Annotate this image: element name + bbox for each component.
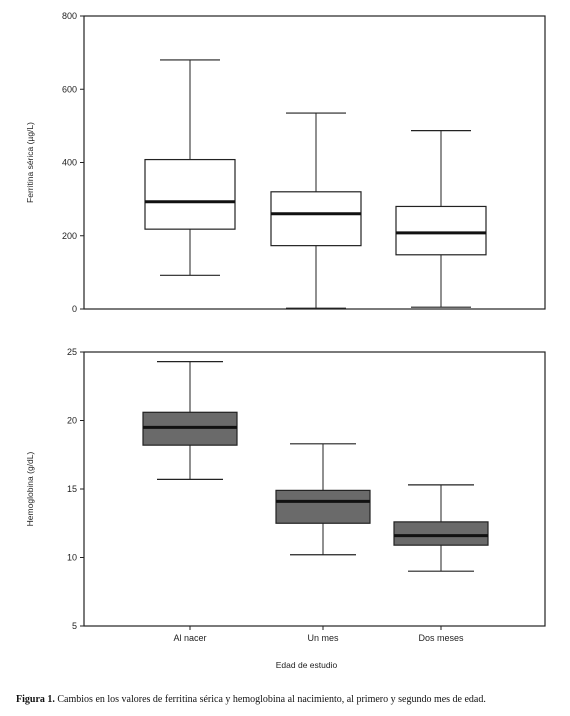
y-tick-label: 5 — [72, 621, 77, 631]
y-axis-title: Ferritina sérica (µg/L) — [25, 122, 35, 203]
y-tick-label: 10 — [67, 553, 77, 563]
plot-frame — [83, 351, 546, 627]
chart-panel-1: 0 200 400 600 800 Ferritina sérica (µg/L) — [25, 11, 546, 314]
iqr-box — [275, 489, 371, 524]
iqr-box — [393, 521, 489, 546]
iqr-box — [395, 205, 487, 256]
y-tick-label: 600 — [62, 84, 77, 94]
y-tick-label: 400 — [62, 158, 77, 168]
box-3 — [395, 130, 487, 308]
y-tick-label: 20 — [67, 416, 77, 426]
x-tick-label: Un mes — [307, 633, 339, 643]
y-tick-label: 800 — [62, 11, 77, 21]
iqr-box — [270, 191, 362, 247]
iqr-box — [144, 158, 236, 230]
box-3 — [393, 484, 489, 572]
x-axis-title: Edad de estudio — [276, 660, 338, 670]
x-tick-label: Al nacer — [173, 633, 206, 643]
y-tick-label: 0 — [72, 304, 77, 314]
figure-caption: Figura 1. Cambios en los valores de ferr… — [16, 694, 486, 705]
caption-lead: Figura 1. — [16, 694, 55, 705]
y-tick-label: 200 — [62, 231, 77, 241]
box-1 — [142, 360, 238, 481]
box-1 — [144, 59, 236, 276]
chart-panel-2: 5 10 15 20 25 Hemoglobina (g/dL) Al nacer Un me… — [25, 347, 546, 670]
box-2 — [270, 112, 362, 309]
x-tick-label: Dos meses — [418, 633, 464, 643]
y-axis-title: Hemoglobina (g/dL) — [25, 452, 35, 527]
caption-text: Cambios en los valores de ferritina séri… — [54, 694, 486, 705]
y-tick-label: 15 — [67, 484, 77, 494]
box-2 — [275, 443, 371, 556]
y-tick-label: 25 — [67, 347, 77, 357]
